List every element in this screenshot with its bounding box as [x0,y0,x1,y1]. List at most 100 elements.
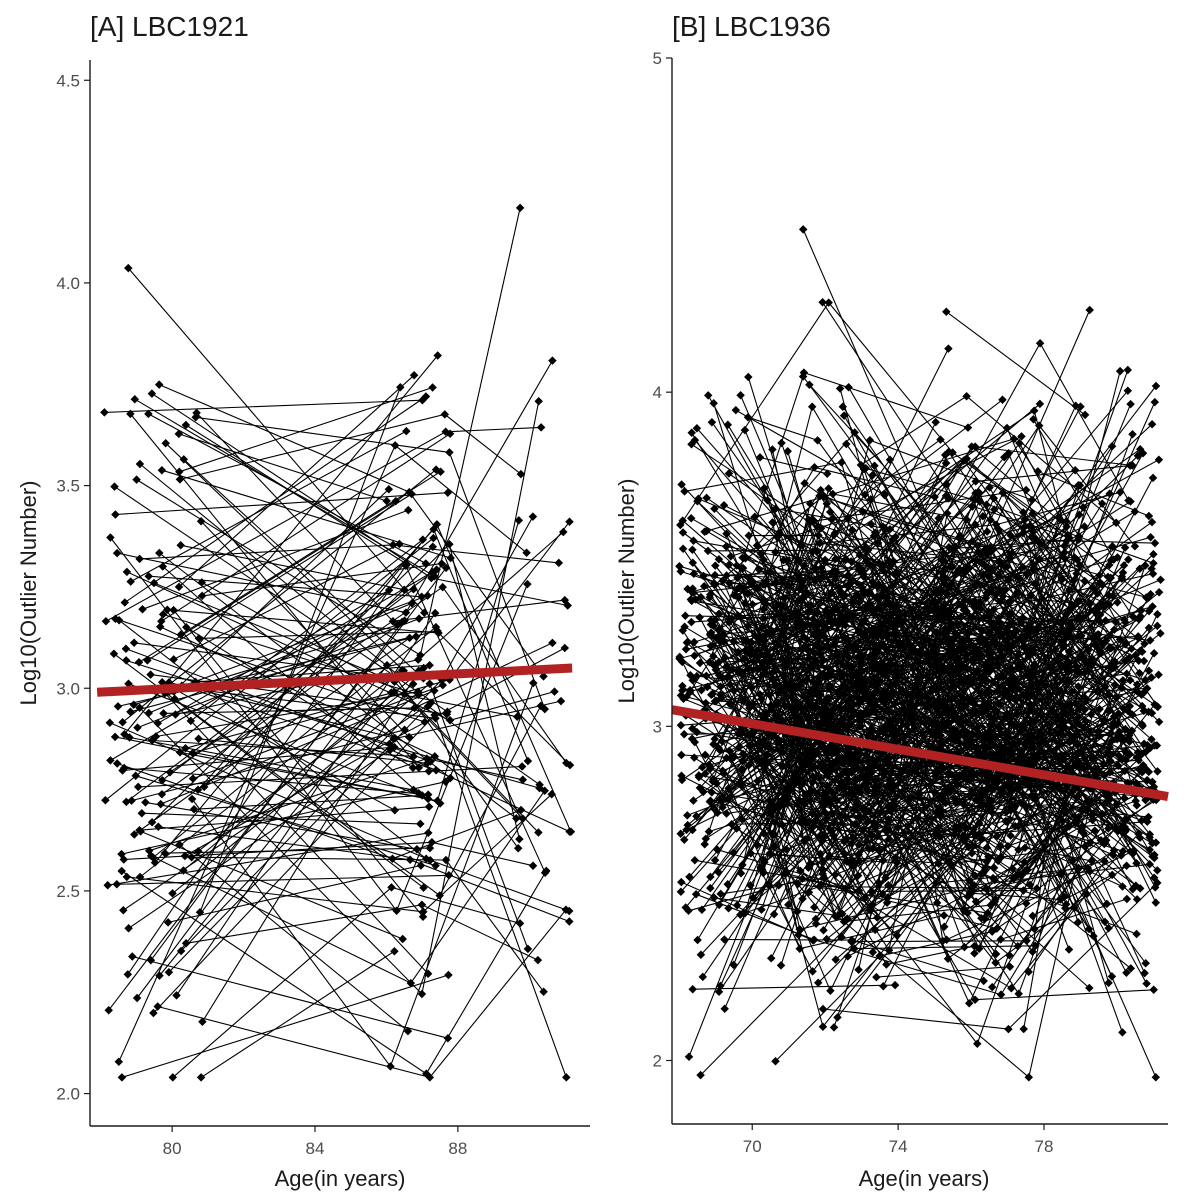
data-point [406,978,416,988]
data-point [1151,838,1161,847]
data-point [387,883,396,892]
trajectory-line [116,360,553,614]
data-point [1148,473,1158,483]
trajectory-line [834,435,1022,534]
data-point [814,531,823,540]
data-point [157,465,167,475]
data-point [985,483,994,492]
data-point [704,827,714,836]
data-point [1008,864,1017,873]
data-point [872,972,881,982]
data-point [133,782,143,792]
data-point [197,578,207,587]
data-point [1153,610,1162,619]
data-point [1154,670,1163,680]
trajectory-line [178,374,415,588]
data-point [547,789,556,799]
trajectory-line [743,805,1066,914]
data-point [1072,569,1081,578]
data-point [847,683,857,692]
data-point [934,514,943,523]
data-point [1140,968,1149,978]
data-point [1062,516,1071,526]
trajectory-line [151,393,568,607]
subject-trajectory [187,852,548,997]
data-point [105,718,115,727]
data-point [407,489,416,499]
data-point [683,811,692,820]
data-point [688,724,697,733]
data-point [1014,845,1023,854]
y-tick-label: 3 [653,717,662,736]
data-point [766,953,776,963]
data-point [400,616,409,625]
data-point [831,955,840,964]
data-point [776,961,786,970]
trajectory-line [193,794,423,810]
data-point [539,672,548,681]
data-point [724,469,734,478]
trajectory-line [980,873,1137,935]
data-point [1143,817,1152,826]
data-point [813,436,822,445]
data-point [694,771,704,780]
data-point [711,665,720,675]
data-point [1105,489,1114,498]
data-point [404,505,413,515]
data-point [188,774,198,783]
data-point [444,970,453,980]
data-point [818,298,827,307]
data-point [422,1069,431,1078]
data-point [433,626,442,636]
trajectory-line [183,458,424,679]
data-point [126,707,135,717]
data-point [418,912,428,922]
data-point [443,488,453,497]
y-tick-label: 2 [653,1052,662,1071]
trajectory-line [105,537,434,801]
data-point [718,803,727,812]
trajectory-line [778,620,1106,923]
data-point [400,585,409,594]
data-point [113,702,123,711]
data-point [1150,397,1160,407]
data-point [1126,399,1135,409]
data-point [757,905,766,914]
data-point [437,559,446,568]
data-point [430,571,439,581]
data-point [1032,884,1042,893]
data-point [1003,841,1013,851]
data-point [1148,602,1157,611]
data-point [684,906,693,916]
data-point [565,517,574,526]
data-point [403,1026,413,1036]
data-point [1100,917,1110,927]
subject-trajectory [176,467,445,639]
trajectory-line [739,724,801,872]
data-point [194,734,203,744]
trajectory-line [142,509,409,610]
data-point [169,655,178,664]
data-point [676,691,686,700]
subject-trajectory [164,643,570,743]
data-point [1126,964,1136,973]
data-point [514,516,524,525]
data-point [539,987,548,997]
data-point [869,531,879,541]
data-point [729,960,738,970]
data-point [419,663,428,673]
data-point [548,638,557,648]
data-point [1151,898,1161,907]
data-point [881,616,891,625]
trajectory-line [847,879,995,957]
data-point [388,854,397,863]
data-point [435,891,444,900]
data-point [1154,717,1164,727]
data-point [687,617,696,627]
data-point [523,756,533,766]
data-point [429,524,438,534]
data-point [156,799,165,809]
trajectory-line [131,729,405,802]
data-point [1122,861,1131,871]
data-point [805,380,814,390]
